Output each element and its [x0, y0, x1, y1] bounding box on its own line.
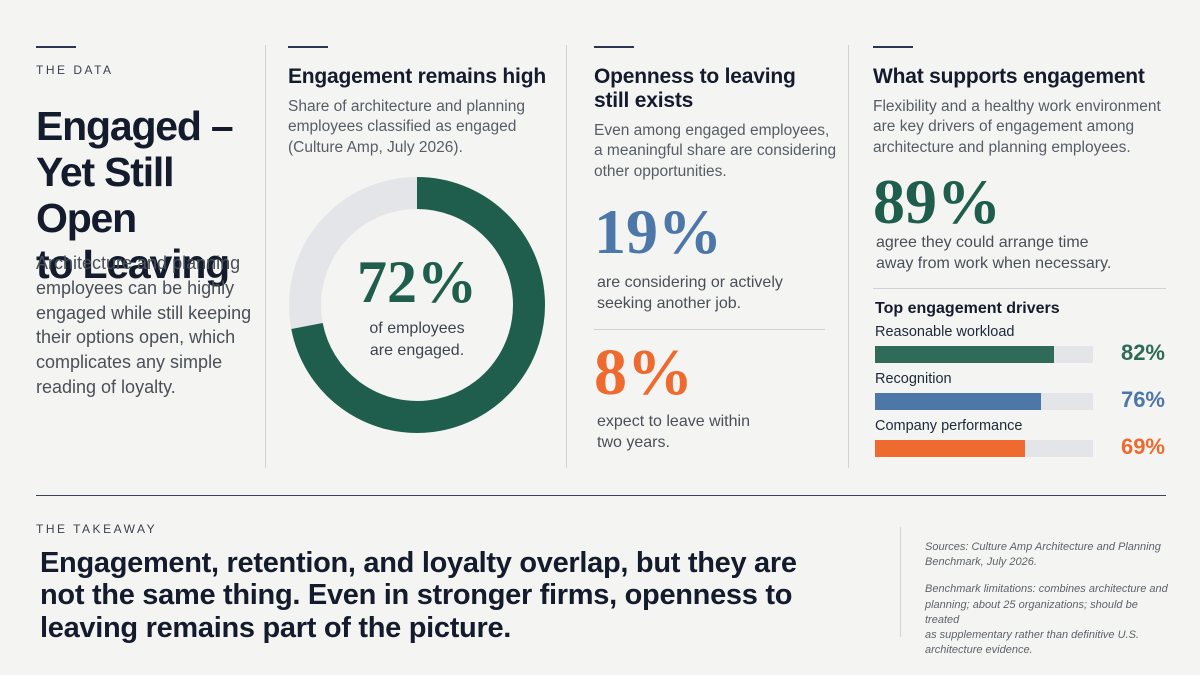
sources-line: Culture Amp Architecture and Planning [971, 541, 1161, 553]
donut-engaged-arc [291, 177, 545, 433]
limitations-line: Benchmark limitations: combines architec… [925, 583, 1168, 596]
limitations-line: architecture evidence. [925, 644, 1033, 657]
limitations-line: planning; about 25 organizations; should… [925, 598, 1138, 626]
takeaway-statement: Engagement, retention, and loyalty overl… [40, 547, 870, 644]
considering-stat-value: 19% [594, 196, 722, 267]
intro-line: their options open, which [36, 327, 236, 348]
leaving-stat-caption: expect to leave within two years. [597, 411, 827, 453]
col2-desc-line: other opportunities. [594, 162, 727, 180]
drivers-title: Top engagement drivers [875, 300, 1060, 317]
sources-line: Benchmark, July 2026. [925, 556, 1037, 569]
col1-accent-rule [288, 46, 328, 48]
drivers-bar-chart: Reasonable workload 82% Recognition 76% Comp… [875, 324, 1167, 464]
driver-bar [875, 393, 1041, 410]
considering-stat-caption: are considering or actively seeking anot… [597, 272, 827, 314]
col1-description: Share of architecture and planning emplo… [288, 97, 553, 158]
limitations-line: as supplementary rather than definitive … [925, 628, 1140, 641]
column-divider [566, 45, 567, 468]
flex-stat-value: 89% [873, 166, 1001, 237]
intro-paragraph: Architecture and planning employees can … [36, 251, 261, 400]
leaving-stat-value: 8% [594, 336, 693, 409]
page-title-line: to Leaving [36, 240, 230, 287]
driver-label: Recognition [875, 371, 952, 387]
col2-divider [594, 329, 825, 330]
driver-label: Company performance [875, 418, 1023, 434]
col3-accent-rule [873, 46, 913, 48]
sources-divider [900, 527, 901, 637]
col2-desc-line: Even among engaged employees, [594, 122, 830, 139]
intro-line: employees can be highly [36, 277, 235, 298]
column-divider [265, 45, 266, 468]
col2-desc-line: a meaningful share are considering [594, 142, 837, 160]
takeaway-line: not the same thing. Even in stronger fir… [40, 579, 793, 612]
stat-caption-line: away from work when necessary. [876, 255, 1112, 273]
driver-value-label: 69% [1120, 434, 1165, 459]
col3-desc-line: are key drivers of engagement among [873, 118, 1135, 136]
sources-label: Sources: [925, 541, 969, 553]
takeaway-line: leaving remains part of the picture. [40, 611, 512, 644]
col3-desc-line: Flexibility and a healthy work environme… [873, 98, 1161, 115]
donut-center: 72% of employees are engaged. [307, 252, 527, 361]
intro-line: Architecture and planning [36, 253, 241, 273]
driver-label: Reasonable workload [875, 324, 1015, 340]
sources-limitations: Benchmark limitations: combines architec… [925, 582, 1175, 658]
stat-caption-line: are considering or actively [597, 274, 783, 291]
page-title-line: Engaged – [36, 103, 234, 149]
takeaway-eyebrow: THE TAKEAWAY [36, 522, 158, 536]
col3-title: What supports engagement [873, 65, 1145, 88]
stat-caption-line: agree they could arrange time [876, 234, 1089, 251]
col3-description: Flexibility and a healthy work environme… [873, 97, 1173, 158]
intro-line: engaged while still keeping [36, 302, 252, 323]
sources-citation: Sources: Culture Amp Architecture and Pl… [925, 540, 1175, 570]
donut-caption: of employees are engaged. [307, 318, 527, 361]
stat-caption-line: seeking another job. [597, 295, 742, 313]
page-title: Engaged – Yet Still Open to Leaving [36, 103, 266, 288]
takeaway-line: Engagement, retention, and loyalty overl… [40, 547, 797, 579]
page-title-line: Yet Still Open [36, 148, 175, 241]
col3-desc-line: architecture and planning employees. [873, 138, 1131, 156]
col1-desc-line: employees classified as engaged [288, 118, 517, 136]
driver-bar [875, 346, 1054, 363]
stat-caption-line: two years. [597, 434, 670, 452]
flex-stat-caption: agree they could arrange time away from … [876, 232, 1136, 274]
driver-bar [875, 440, 1026, 457]
column-divider [848, 45, 849, 468]
donut-value: 72% [357, 249, 477, 315]
stat-caption-line: expect to leave within [597, 413, 750, 430]
driver-value-label: 82% [1120, 340, 1165, 365]
col2-description: Even among engaged employees, a meaningf… [594, 121, 839, 182]
takeaway-divider [36, 495, 1166, 496]
section-eyebrow: THE DATA [36, 63, 114, 77]
col1-title: Engagement remains high [288, 65, 546, 88]
donut-caption-line: of employees [369, 320, 465, 337]
col3-divider [873, 288, 1166, 289]
engagement-donut-chart [289, 177, 545, 433]
col1-desc-line: Share of architecture and planning [288, 98, 525, 115]
driver-value-label: 76% [1120, 387, 1165, 412]
col2-title: Openness to leaving still exists [594, 65, 824, 113]
col1-desc-line: (Culture Amp, July 2026). [288, 138, 463, 156]
donut-caption-line: are engaged. [369, 341, 465, 359]
intro-line: complicates any simple [36, 352, 223, 373]
sources-block: Sources: Culture Amp Architecture and Pl… [925, 540, 1175, 658]
col2-title-line: still exists [594, 89, 694, 113]
intro-line: reading of loyalty. [36, 377, 176, 398]
left-accent-rule [36, 46, 76, 48]
col2-title-line: Openness to leaving [594, 65, 796, 88]
col2-accent-rule [594, 46, 634, 48]
